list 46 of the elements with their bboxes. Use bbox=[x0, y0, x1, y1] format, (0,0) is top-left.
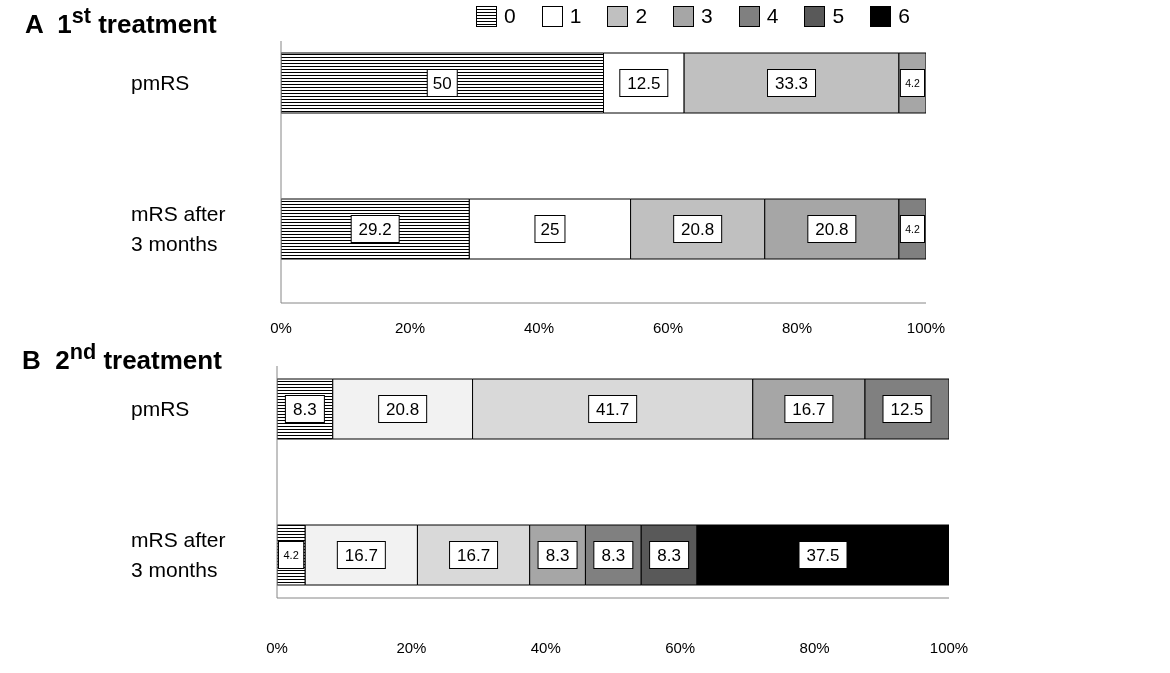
data-label: 16.7 bbox=[792, 399, 826, 419]
data-label: 20.8 bbox=[386, 399, 420, 419]
y-tick-label: mRS after 3 months bbox=[131, 528, 226, 581]
legend-label: 2 bbox=[635, 4, 648, 28]
x-tick-label: 100% bbox=[929, 639, 969, 656]
data-label: 33.3 bbox=[774, 73, 809, 93]
data-label: 8.3 bbox=[601, 545, 626, 565]
x-tick-label: 40% bbox=[523, 319, 555, 336]
data-label: 4.2 bbox=[905, 222, 920, 235]
data-label: 8.3 bbox=[657, 545, 681, 565]
data-label: 12.5 bbox=[890, 399, 924, 419]
data-label: 8.3 bbox=[293, 399, 317, 419]
data-label: 4.2 bbox=[905, 76, 920, 89]
legend-label: 0 bbox=[504, 4, 516, 28]
legend-label: 3 bbox=[701, 4, 713, 28]
data-label: 29.2 bbox=[358, 219, 392, 239]
data-label: 37.5 bbox=[806, 545, 840, 565]
x-tick-label: 40% bbox=[530, 639, 561, 656]
x-tick-label: 60% bbox=[665, 639, 696, 656]
x-tick-label: 100% bbox=[906, 319, 946, 336]
data-label: 4.2 bbox=[283, 548, 299, 561]
legend-label: 4 bbox=[766, 4, 779, 28]
data-label: 16.7 bbox=[457, 545, 491, 565]
y-tick-label: pmRS bbox=[131, 397, 190, 420]
x-tick-label: 80% bbox=[781, 319, 813, 336]
legend-label: 5 bbox=[832, 4, 845, 28]
legend-label: 6 bbox=[898, 4, 910, 28]
y-tick-label: mRS after 3 months bbox=[131, 202, 226, 255]
x-tick-label: 0% bbox=[266, 639, 288, 656]
data-label: 20.8 bbox=[815, 219, 849, 239]
chart-title: B 2$^{nd}$ treatment bbox=[22, 338, 222, 376]
data-label: 20.8 bbox=[681, 219, 715, 239]
data-label: 16.7 bbox=[344, 545, 378, 565]
x-tick-label: 80% bbox=[799, 639, 830, 656]
y-tick-label: pmRS bbox=[131, 71, 190, 94]
x-tick-label: 20% bbox=[394, 319, 426, 336]
chart-title: A 1$^{st}$ treatment bbox=[25, 2, 217, 40]
data-label: 50 bbox=[432, 73, 452, 93]
data-label: 12.5 bbox=[627, 73, 661, 93]
x-tick-label: 60% bbox=[652, 319, 684, 336]
x-tick-label: 0% bbox=[270, 319, 292, 336]
legend-label: 1 bbox=[569, 4, 582, 28]
data-label: 41.7 bbox=[596, 399, 630, 419]
data-label: 8.3 bbox=[545, 545, 570, 565]
x-tick-label: 20% bbox=[396, 639, 427, 656]
data-label: 25 bbox=[540, 219, 560, 239]
